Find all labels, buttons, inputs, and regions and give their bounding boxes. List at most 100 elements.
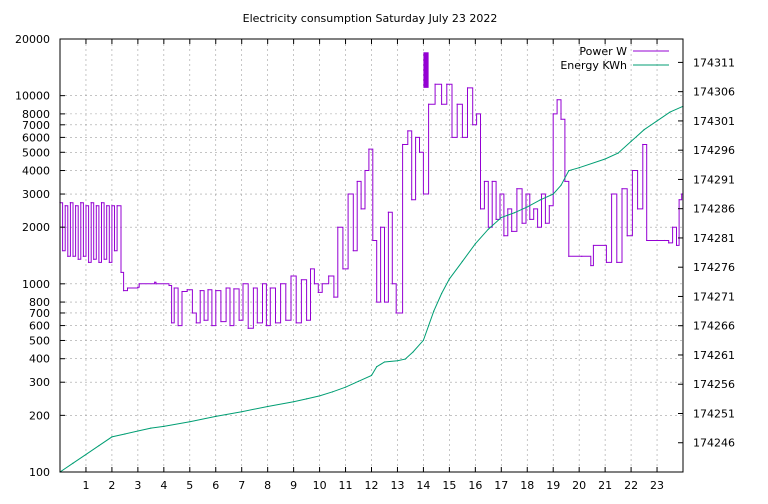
power-point xyxy=(372,239,374,242)
power-point xyxy=(668,242,670,244)
energy-point xyxy=(669,111,671,113)
power-point xyxy=(664,239,666,242)
power-point xyxy=(87,261,90,263)
power-point xyxy=(368,148,370,150)
power-point xyxy=(495,218,497,220)
y-tick-label-right: 174291 xyxy=(693,173,735,186)
power-point xyxy=(564,180,566,183)
energy-point xyxy=(98,445,100,447)
power-point xyxy=(113,250,116,252)
energy-point xyxy=(267,405,269,408)
power-point xyxy=(295,322,297,324)
x-tick-label: 9 xyxy=(290,479,297,492)
power-point xyxy=(93,258,95,260)
energy-point xyxy=(440,292,443,295)
power-point xyxy=(356,180,358,183)
x-tick-label: 20 xyxy=(572,479,586,492)
y-tick-label-left: 300 xyxy=(29,376,50,389)
power-point xyxy=(552,113,554,115)
power-point xyxy=(317,291,319,294)
y-tick-label-left: 2000 xyxy=(22,221,50,234)
power-point xyxy=(616,261,618,263)
energy-point xyxy=(215,415,217,418)
power-point xyxy=(364,169,366,172)
power-point xyxy=(342,268,344,270)
power-point xyxy=(309,268,312,270)
energy-point xyxy=(604,158,606,160)
energy-point xyxy=(163,425,165,427)
power-point xyxy=(521,222,523,224)
x-tick-label: 17 xyxy=(494,479,508,492)
series-power xyxy=(59,52,683,329)
energy-point xyxy=(357,380,360,382)
power-point xyxy=(328,275,330,277)
y-tick-label-left: 700 xyxy=(29,307,50,320)
x-tick-label: 8 xyxy=(264,479,271,492)
power-point xyxy=(352,250,354,252)
energy-point xyxy=(578,167,580,169)
energy-point xyxy=(539,199,541,201)
x-tick-label: 16 xyxy=(468,479,482,492)
power-point xyxy=(548,205,550,207)
grid xyxy=(60,38,683,473)
power-point xyxy=(383,301,386,303)
power-point xyxy=(491,180,493,183)
power-point xyxy=(611,193,613,195)
power-point xyxy=(126,287,129,289)
power-point xyxy=(321,283,323,285)
power-point xyxy=(337,226,339,228)
energy-point xyxy=(344,386,347,388)
power-point xyxy=(540,193,543,195)
power-point xyxy=(466,87,469,89)
y-tick-label-right: 174281 xyxy=(693,232,735,245)
x-tick-label: 4 xyxy=(160,479,167,492)
power-point xyxy=(642,143,644,146)
power-point xyxy=(675,244,678,247)
power-point xyxy=(446,83,448,85)
y-tick-label-left: 600 xyxy=(29,320,50,333)
energy-point xyxy=(150,427,152,429)
energy-point xyxy=(474,243,476,245)
power-point xyxy=(220,320,222,323)
y-tick-label-left: 8000 xyxy=(22,108,50,121)
y-tick-label-right: 174251 xyxy=(693,407,735,420)
data-layer xyxy=(59,52,684,473)
power-point xyxy=(72,255,74,257)
x-tick-label: 7 xyxy=(238,479,245,492)
energy-point xyxy=(422,339,425,341)
power-point xyxy=(456,103,458,105)
power-point xyxy=(203,319,205,321)
x-tick-label: 2 xyxy=(108,479,115,492)
power-point xyxy=(116,205,118,207)
energy-point xyxy=(560,184,562,186)
energy-point xyxy=(433,310,435,312)
power-point xyxy=(191,312,193,314)
energy-point xyxy=(124,433,126,435)
power-point xyxy=(168,284,170,287)
power-point xyxy=(376,301,378,303)
x-tick-label: 1 xyxy=(82,479,89,492)
power-point xyxy=(537,226,539,228)
energy-point xyxy=(396,360,399,362)
energy-point xyxy=(487,228,489,230)
energy-point xyxy=(428,325,430,327)
power-point xyxy=(525,193,527,195)
power-point xyxy=(61,250,64,252)
legend: Power W Energy KWh xyxy=(560,45,669,72)
y-tick-label-left: 5000 xyxy=(22,146,50,159)
power-point xyxy=(74,205,77,207)
energy-point xyxy=(306,398,308,400)
energy-point xyxy=(500,216,502,219)
power-point xyxy=(265,324,267,327)
x-tick-label: 15 xyxy=(442,479,456,492)
power-point xyxy=(306,319,308,321)
power-point xyxy=(103,258,105,260)
power-point xyxy=(261,283,264,285)
energy-point xyxy=(383,361,386,363)
y-tick-label-right: 174301 xyxy=(693,115,735,128)
power-point xyxy=(300,279,303,281)
power-point xyxy=(333,296,335,298)
power-point xyxy=(111,205,113,207)
power-point xyxy=(85,205,87,207)
